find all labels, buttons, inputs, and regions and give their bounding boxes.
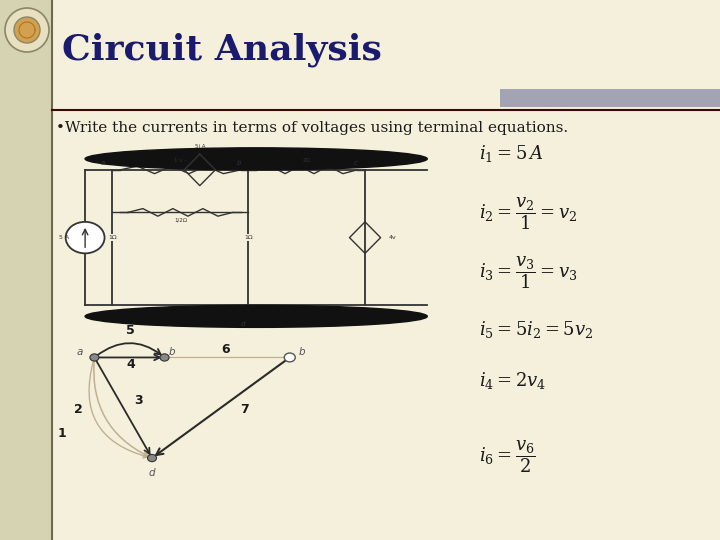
Text: $i_2 = \dfrac{v_2}{1} = v_2$: $i_2 = \dfrac{v_2}{1} = v_2$ [479,195,577,232]
Bar [500,89,720,107]
Text: c: c [354,160,357,166]
Circle shape [160,354,169,361]
Text: $i_6 = \dfrac{v_6}{2}$: $i_6 = \dfrac{v_6}{2}$ [479,438,536,475]
Text: $i_5 = 5i_2 = 5v_2$: $i_5 = 5i_2 = 5v_2$ [479,319,593,340]
Text: 2: 2 [73,403,83,416]
Circle shape [5,8,49,52]
Text: •Write the currents in terms of voltages using terminal equations.: •Write the currents in terms of voltages… [56,121,568,135]
Text: a: a [76,347,83,357]
Text: 5 A: 5 A [58,235,69,240]
Text: $i_4 = 2v_4$: $i_4 = 2v_4$ [479,370,546,391]
Circle shape [90,354,99,361]
Text: b: b [168,347,176,357]
Text: 6: 6 [222,343,230,356]
Text: $i_1 = 5\,A$: $i_1 = 5\,A$ [479,144,544,164]
Ellipse shape [85,305,427,327]
Text: 5i A: 5i A [194,144,205,149]
Text: $i_3 = \dfrac{v_3}{1} = v_3$: $i_3 = \dfrac{v_3}{1} = v_3$ [479,254,577,291]
Text: d: d [149,468,156,478]
Text: b: b [299,347,305,357]
Text: 1: 1 [58,427,66,441]
Text: 4: 4 [126,358,135,371]
Circle shape [148,455,156,462]
Text: Circuit Analysis: Circuit Analysis [62,33,382,68]
Text: 4v: 4v [388,235,396,240]
Text: 1Ω: 1Ω [244,235,253,240]
Text: b: b [237,160,241,166]
Text: a: a [101,160,105,166]
Text: 2Ω: 2Ω [303,158,310,163]
Circle shape [14,17,40,43]
Text: 7: 7 [240,403,249,416]
Text: 5: 5 [126,324,135,337]
Text: d: d [240,321,245,327]
Text: 1/2Ω: 1/2Ω [174,218,187,223]
Text: 1 v -: 1 v - [174,158,186,163]
Circle shape [284,353,295,362]
Text: 1Ω: 1Ω [108,235,117,240]
Bar [0,0,52,540]
Circle shape [66,222,104,253]
Text: 3: 3 [134,394,143,407]
Ellipse shape [85,148,427,170]
